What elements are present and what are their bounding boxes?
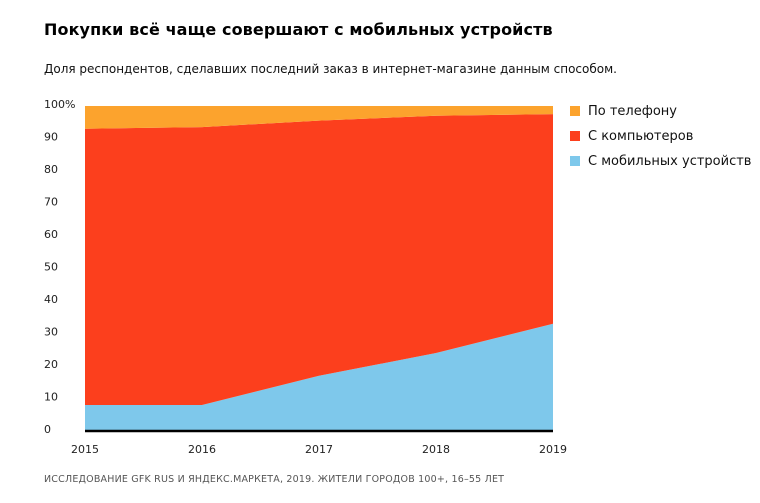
area-phone — [85, 106, 553, 129]
legend-swatch — [570, 156, 580, 166]
area-mobile — [85, 323, 553, 431]
y-tick-label: 50 — [44, 261, 58, 274]
x-tick-label: 2019 — [539, 443, 567, 456]
x-tick-label: 2015 — [71, 443, 99, 456]
y-tick-label: 80 — [44, 163, 58, 176]
legend-label: С мобильных устройств — [588, 154, 751, 169]
legend-swatch — [570, 131, 580, 141]
legend-label: С компьютеров — [588, 129, 693, 144]
chart-title: Покупки всё чаще совершают с мобильных у… — [44, 20, 553, 39]
y-tick-label: 70 — [44, 196, 58, 209]
y-tick-label: 0 — [44, 423, 51, 436]
area-computer — [85, 114, 553, 405]
y-tick-label: 30 — [44, 326, 58, 339]
legend-swatch — [570, 106, 580, 116]
y-tick-label: 60 — [44, 228, 58, 241]
y-tick-label: 90 — [44, 131, 58, 144]
x-tick-label: 2016 — [188, 443, 216, 456]
chart-subtitle: Доля респондентов, сделавших последний з… — [44, 62, 617, 76]
y-tick-label: 10 — [44, 391, 58, 404]
x-tick-label: 2018 — [422, 443, 450, 456]
y-tick-label: 40 — [44, 293, 58, 306]
y-tick-label: 100% — [44, 98, 75, 111]
source-note: ИССЛЕДОВАНИЕ GFK RUS И ЯНДЕКС.МАРКЕТА, 2… — [44, 474, 505, 485]
legend-label: По телефону — [588, 104, 677, 119]
y-tick-label: 20 — [44, 358, 58, 371]
x-tick-label: 2017 — [305, 443, 333, 456]
